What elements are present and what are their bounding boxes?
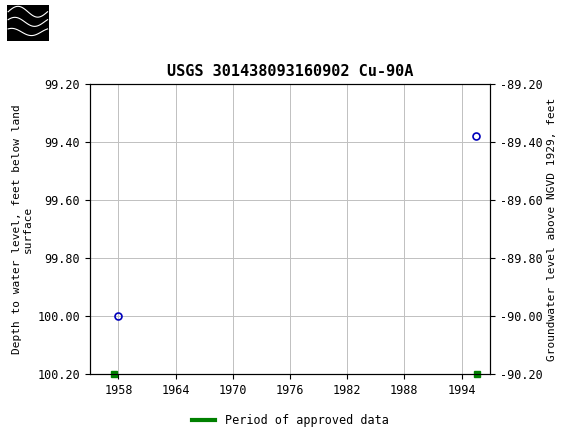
Legend: Period of approved data: Period of approved data <box>187 409 393 430</box>
Y-axis label: Groundwater level above NGVD 1929, feet: Groundwater level above NGVD 1929, feet <box>547 97 557 361</box>
FancyBboxPatch shape <box>7 4 49 41</box>
Y-axis label: Depth to water level, feet below land
surface: Depth to water level, feet below land su… <box>12 104 33 354</box>
Text: USGS: USGS <box>57 12 121 33</box>
Title: USGS 301438093160902 Cu-90A: USGS 301438093160902 Cu-90A <box>167 64 413 79</box>
